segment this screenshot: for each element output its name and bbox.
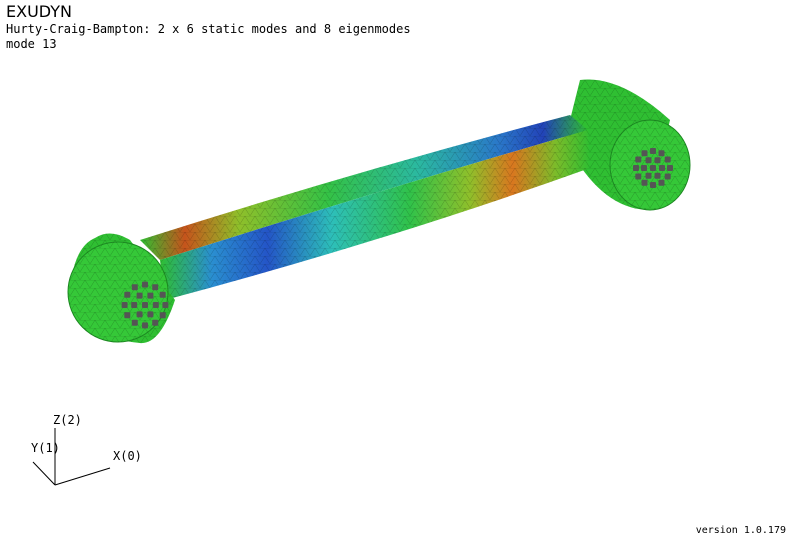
bolt-pin <box>641 179 648 186</box>
bolt-pin <box>654 172 661 179</box>
bolt-pin <box>633 165 639 171</box>
bolt-pin <box>664 173 671 180</box>
bolt-pin <box>136 311 143 318</box>
x-axis-label: X(0) <box>113 449 142 463</box>
bolt-pin <box>650 165 656 171</box>
bolt-pin <box>650 182 656 188</box>
bolt-pin <box>152 284 159 291</box>
bolt-pin <box>121 302 128 308</box>
bolt-pin <box>650 148 656 154</box>
bolt-pin <box>152 319 159 326</box>
bolt-pin <box>658 179 665 186</box>
y-axis-label: Y(1) <box>31 441 60 455</box>
bolt-pin <box>159 291 166 298</box>
right-bolt-cluster <box>633 148 673 188</box>
bolt-pin <box>147 292 154 299</box>
bolt-pin <box>162 302 169 308</box>
bolt-pin <box>641 165 647 171</box>
bolt-pin <box>142 302 148 308</box>
bolt-pin <box>645 157 652 164</box>
bolt-pin <box>131 302 138 308</box>
bolt-pin <box>124 312 131 319</box>
bolt-pin <box>641 150 648 157</box>
bolt-pin <box>654 157 661 164</box>
bolt-pin <box>645 172 652 179</box>
model-subtitle: Hurty-Craig-Bampton: 2 x 6 static modes … <box>6 22 411 36</box>
bolt-pin <box>159 312 166 319</box>
bolt-pin <box>124 291 131 298</box>
left-bolt-cluster <box>121 281 169 329</box>
bolt-pin <box>142 281 148 288</box>
bolt-pin <box>136 292 143 299</box>
overlay-text: EXUDYN Hurty-Craig-Bampton: 2 x 6 static… <box>6 2 411 52</box>
coordinate-triad: X(0) Y(1) Z(2) <box>31 413 142 486</box>
bolt-pin <box>142 322 148 329</box>
bolt-pin <box>659 165 665 171</box>
z-axis-label: Z(2) <box>53 413 82 427</box>
bolt-pin <box>635 156 642 163</box>
bolt-pin <box>635 173 642 180</box>
app-title: EXUDYN <box>6 2 72 21</box>
bolt-pin <box>658 150 665 157</box>
version-label: version 1.0.179 <box>695 525 786 536</box>
bolt-pin <box>131 319 138 326</box>
bolt-pin <box>152 302 159 308</box>
mode-label: mode 13 <box>6 37 57 51</box>
flexible-beam <box>140 115 590 300</box>
bolt-pin <box>667 165 673 171</box>
right-end-cylinder <box>565 79 691 211</box>
bolt-pin <box>131 284 138 291</box>
bolt-pin <box>147 311 154 318</box>
bolt-pin <box>664 156 671 163</box>
